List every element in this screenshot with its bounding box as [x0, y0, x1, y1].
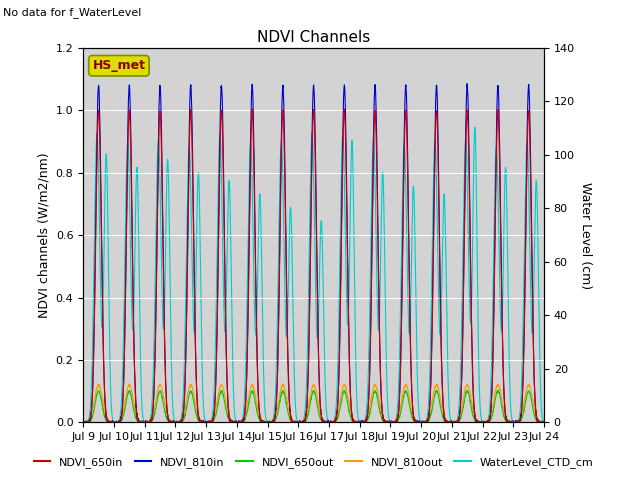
Legend: NDVI_650in, NDVI_810in, NDVI_650out, NDVI_810out, WaterLevel_CTD_cm: NDVI_650in, NDVI_810in, NDVI_650out, NDV…	[29, 452, 598, 472]
Text: No data for f_WaterLevel: No data for f_WaterLevel	[3, 7, 141, 18]
Text: HS_met: HS_met	[92, 59, 145, 72]
Y-axis label: Water Level (cm): Water Level (cm)	[579, 181, 591, 289]
Title: NDVI Channels: NDVI Channels	[257, 30, 370, 46]
Y-axis label: NDVI channels (W/m2/nm): NDVI channels (W/m2/nm)	[37, 152, 50, 318]
